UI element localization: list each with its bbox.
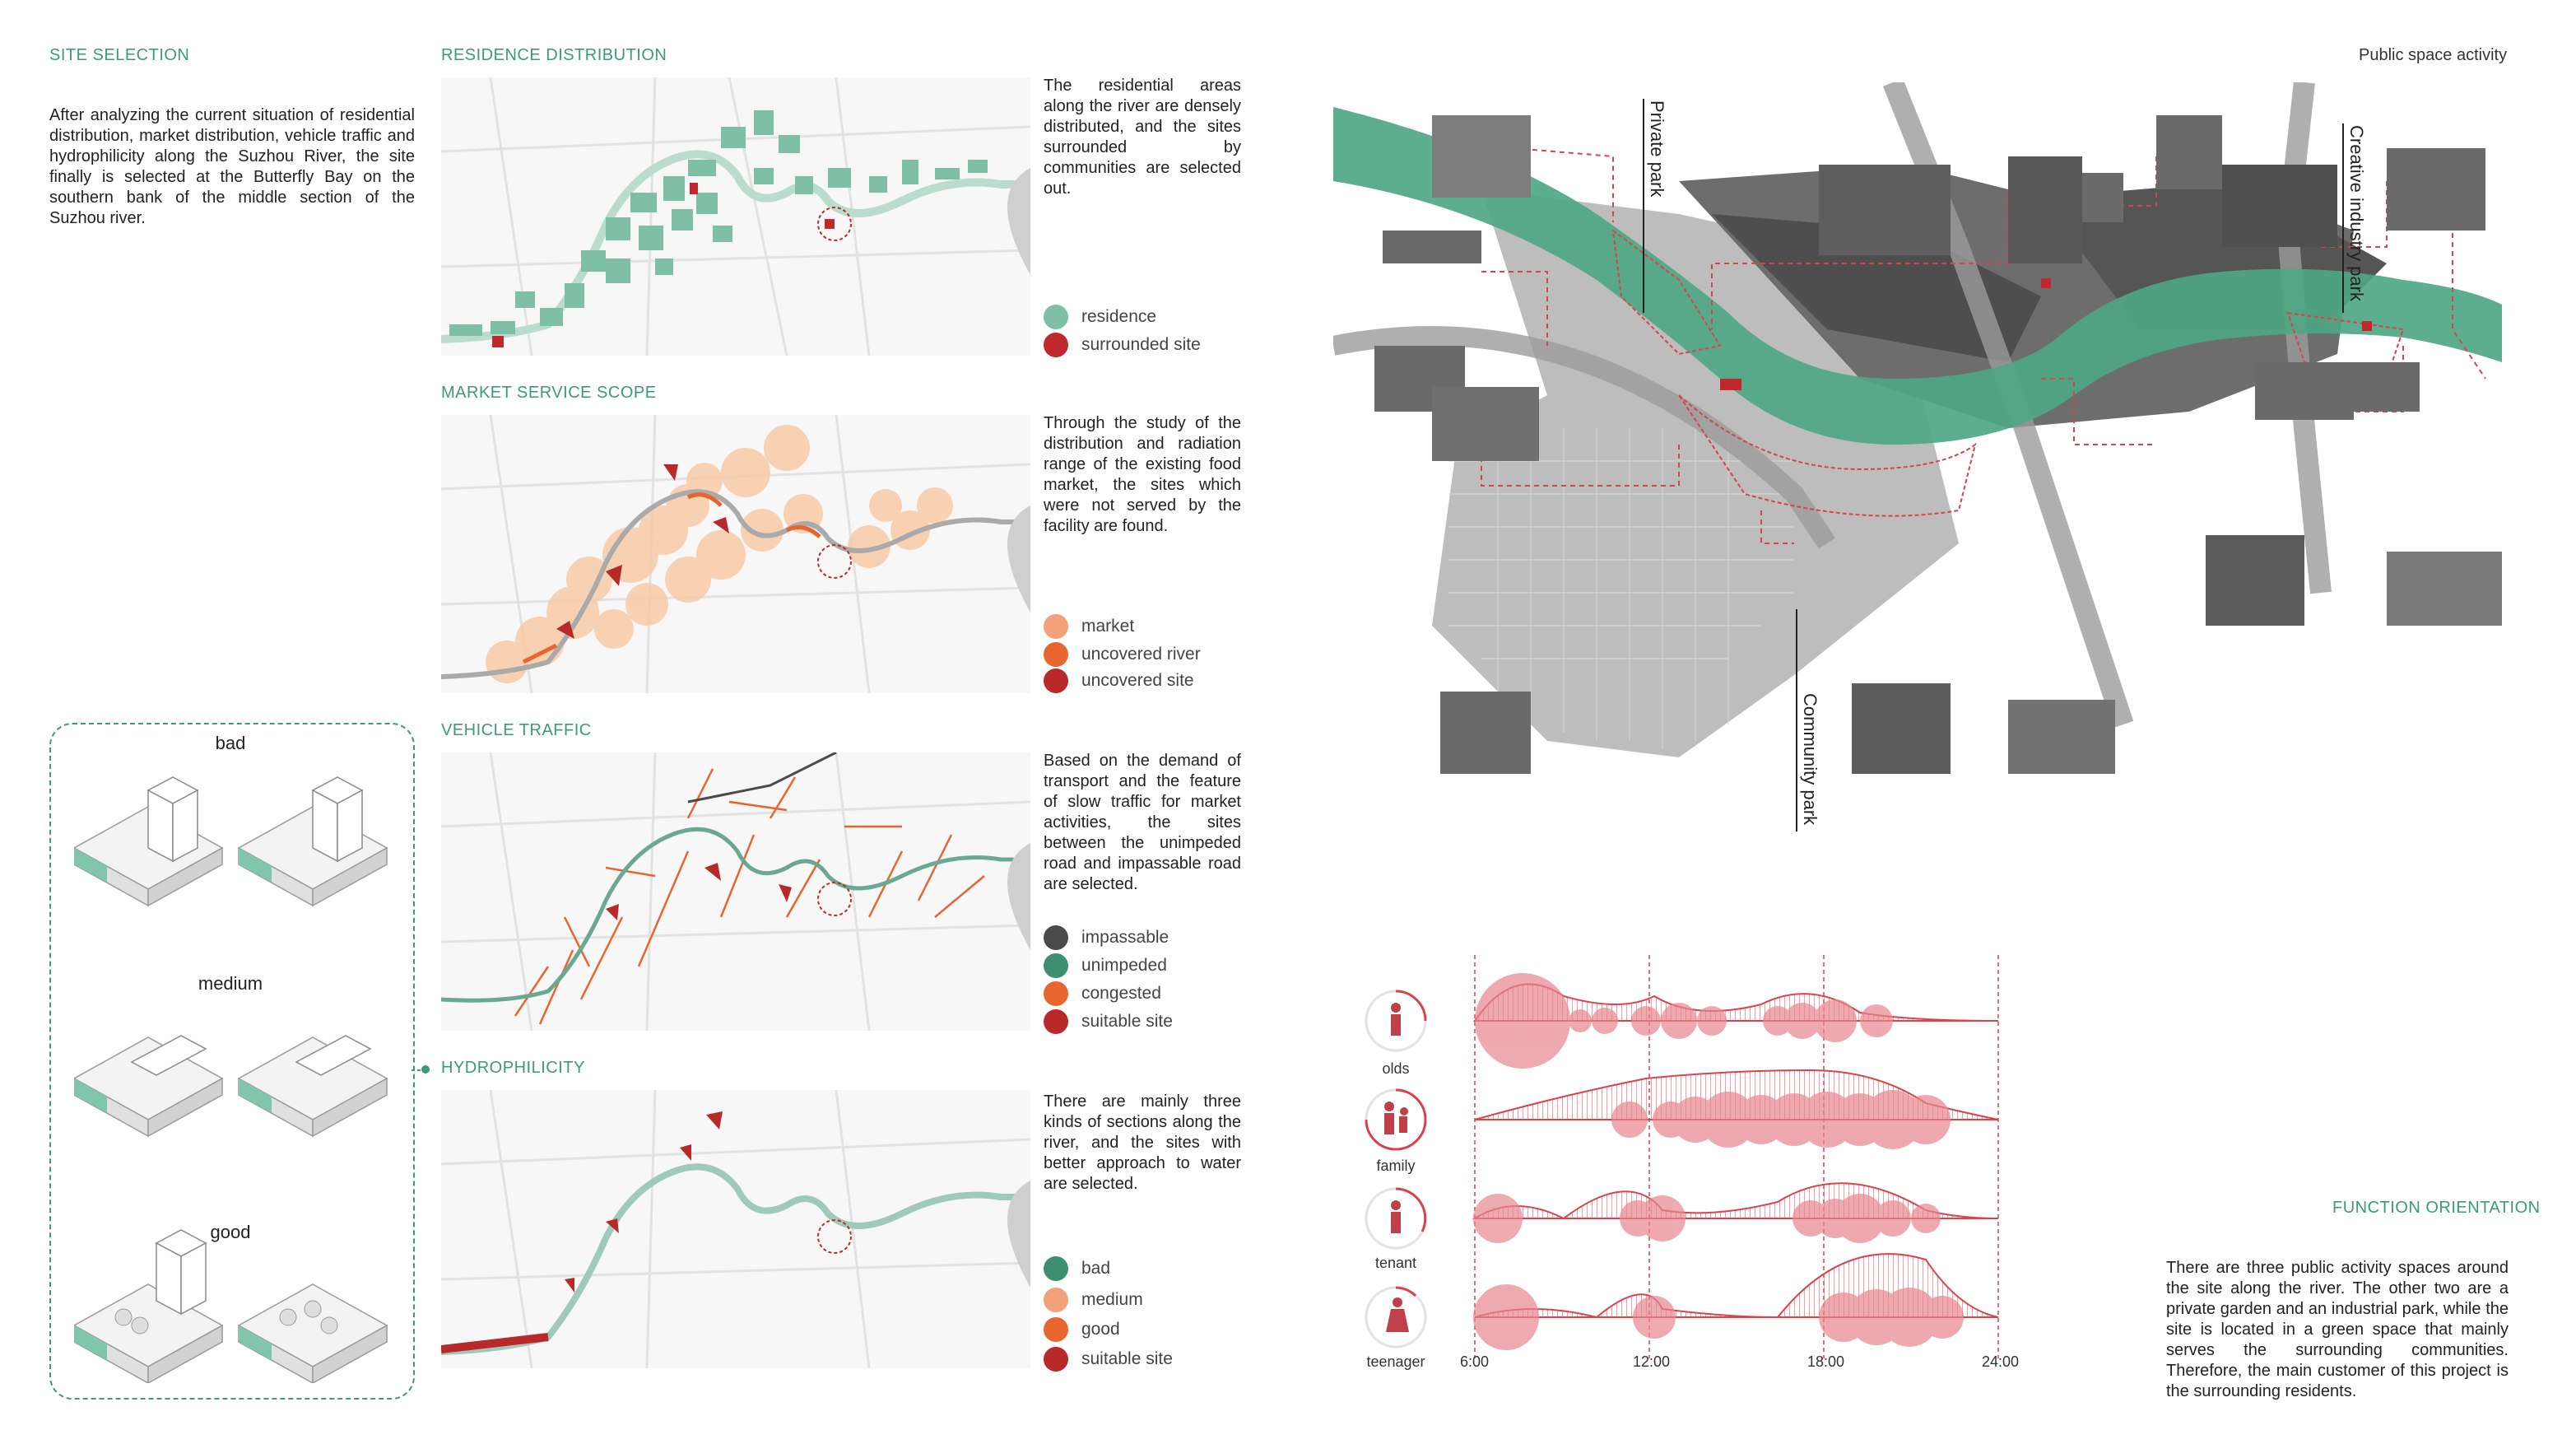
community-park-line (1796, 609, 1797, 831)
traffic-legend-impassable: impassable (1044, 925, 1169, 950)
activity-photo-private-2 (1432, 387, 1539, 461)
public-space-title: Public space activity (2359, 46, 2508, 64)
creative-park-line (2342, 123, 2344, 313)
site-selection-heading: SITE SELECTION (49, 46, 190, 64)
activity-photo-private-1 (1432, 115, 1531, 198)
section-label-bad: bad (215, 733, 246, 753)
hydro-legend-bad: bad (1044, 1256, 1110, 1281)
market-legend-river: uncovered river (1044, 642, 1201, 667)
activity-photo-middle-1 (1819, 165, 1951, 255)
hydro-heading: HYDROPHILICITY (441, 1059, 585, 1077)
section-label-good: good (210, 1222, 251, 1242)
time-label-12: 12:00 (1633, 1353, 1671, 1370)
sections-box (49, 723, 415, 1400)
activity-timeline (1365, 955, 1999, 1358)
residence-text: The residential areas along the river ar… (1044, 77, 1241, 198)
market-text: Through the study of the distribution an… (1044, 414, 1241, 535)
hydro-text: There are mainly three kinds of sections… (1044, 1092, 1241, 1193)
activity-photo-community-3 (2008, 700, 2115, 774)
hydro-legend-good: good (1044, 1317, 1120, 1342)
section-iso-drawings (74, 776, 388, 1383)
traffic-legend-site: suitable site (1044, 1009, 1173, 1034)
residence-map (441, 77, 1030, 356)
timeline-label-tenant: tenant (1374, 1255, 1417, 1271)
traffic-text: Based on the demand of transport and the… (1044, 752, 1241, 893)
section-label-medium: medium (198, 973, 263, 994)
residence-heading: RESIDENCE DISTRIBUTION (441, 46, 667, 64)
activity-photo-creative-1 (2222, 165, 2337, 247)
site-selection-text: After analyzing the current situation of… (49, 106, 415, 227)
private-park-label: Private park (1647, 100, 1667, 198)
activity-photo-community-2 (1852, 683, 1951, 774)
activity-photo-creative-2 (2387, 148, 2485, 231)
creative-park-label: Creative industry park (2346, 125, 2367, 301)
timeline-label-teenager: teenager (1366, 1353, 1425, 1370)
market-map (441, 415, 1030, 693)
private-park-line (1643, 99, 1644, 313)
hydro-map (441, 1090, 1030, 1368)
sections-connector (412, 1069, 428, 1071)
hydro-legend-medium: medium (1044, 1288, 1143, 1312)
time-label-6: 6:00 (1460, 1353, 1490, 1370)
function-text: There are three public activity spaces a… (2166, 1259, 2509, 1400)
traffic-legend-congested: congested (1044, 981, 1161, 1006)
activity-photo-middle-2 (2008, 156, 2082, 263)
traffic-heading: VEHICLE TRAFFIC (441, 721, 592, 739)
traffic-legend-unimpeded: unimpeded (1044, 953, 1167, 978)
function-heading: FUNCTION ORIENTATION (2332, 1199, 2541, 1217)
residence-legend-residence: residence (1044, 305, 1156, 329)
timeline-label-family: family (1376, 1158, 1416, 1174)
market-heading: MARKET SERVICE SCOPE (441, 384, 657, 402)
timeline-label-olds: olds (1382, 1060, 1410, 1077)
activity-photo-creative-3 (2206, 535, 2304, 626)
market-legend-market: market (1044, 614, 1134, 639)
traffic-map (441, 752, 1030, 1031)
time-label-24: 24:00 (1982, 1353, 2020, 1370)
market-legend-site: uncovered site (1044, 668, 1194, 693)
community-park-label: Community park (1800, 693, 1820, 826)
hydro-legend-site: suitable site (1044, 1347, 1173, 1372)
activity-photo-community-1 (1440, 692, 1531, 774)
residence-legend-site: surrounded site (1044, 333, 1201, 357)
time-label-18: 18:00 (1807, 1353, 1845, 1370)
activity-photo-creative-4 (2387, 552, 2502, 626)
